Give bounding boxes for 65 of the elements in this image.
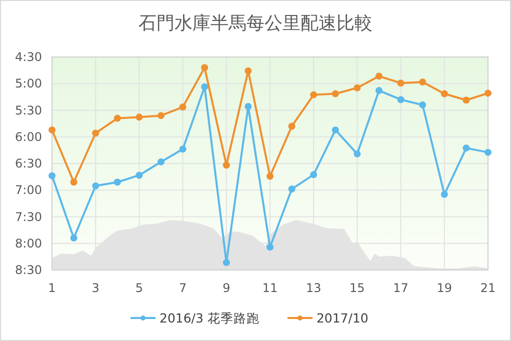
x-tick-label: 13 <box>306 281 322 295</box>
point <box>419 78 426 86</box>
x-tick-label: 15 <box>350 281 365 295</box>
y-tick-label: 4:30 <box>15 50 42 64</box>
point <box>484 148 492 156</box>
point <box>462 96 470 104</box>
point <box>48 126 56 134</box>
y-tick-label: 5:00 <box>15 76 42 91</box>
point <box>222 162 230 169</box>
point <box>92 130 100 137</box>
point <box>288 186 296 193</box>
y-tick-label: 8:30 <box>15 263 42 277</box>
point <box>310 91 318 98</box>
y-tick-label: 7:00 <box>15 183 42 198</box>
point <box>266 244 274 251</box>
legend-label: 2017/10 <box>316 310 368 326</box>
point <box>158 112 164 120</box>
point <box>114 114 121 122</box>
x-tick-label: 9 <box>222 281 230 295</box>
x-tick-label: 21 <box>480 281 496 295</box>
point <box>244 103 252 110</box>
point <box>484 90 492 97</box>
point <box>332 126 339 134</box>
point <box>136 172 143 179</box>
point <box>310 171 318 178</box>
x-tick-label: 19 <box>436 281 452 295</box>
x-tick-label: 3 <box>92 281 100 295</box>
chart-title: 石門水庫半馬每公里配速比較 <box>138 13 372 34</box>
point <box>354 84 361 92</box>
point <box>354 150 361 158</box>
point <box>158 158 164 166</box>
y-tick-label: 5:30 <box>15 103 42 118</box>
point <box>70 234 78 242</box>
point <box>419 101 426 108</box>
point <box>332 90 339 98</box>
x-tick-label: 5 <box>135 281 144 295</box>
y-tick-label: 7:30 <box>15 210 42 224</box>
x-tick-label: 1 <box>48 281 56 295</box>
point <box>266 172 274 180</box>
point <box>92 182 100 190</box>
y-tick-label: 6:00 <box>15 130 42 144</box>
y-tick-label: 6:30 <box>15 156 42 170</box>
point <box>397 96 404 104</box>
point <box>201 83 208 90</box>
point <box>376 87 382 94</box>
x-tick-label: 17 <box>393 281 408 295</box>
x-tick-label: 11 <box>262 281 278 295</box>
point <box>462 144 470 152</box>
point <box>440 190 448 198</box>
point <box>114 178 121 186</box>
legend-label: 2016/3 花季路跑 <box>160 310 260 326</box>
point <box>179 146 186 153</box>
y-tick-label: 8:00 <box>15 236 42 250</box>
point <box>222 259 230 266</box>
x-tick-label: 7 <box>178 281 187 295</box>
point <box>48 172 56 180</box>
point <box>136 114 143 121</box>
point <box>397 80 404 87</box>
point <box>376 72 382 80</box>
point <box>201 64 208 72</box>
point <box>288 122 296 130</box>
point <box>179 104 186 111</box>
point <box>244 67 252 74</box>
point <box>70 178 78 186</box>
point <box>440 90 448 98</box>
